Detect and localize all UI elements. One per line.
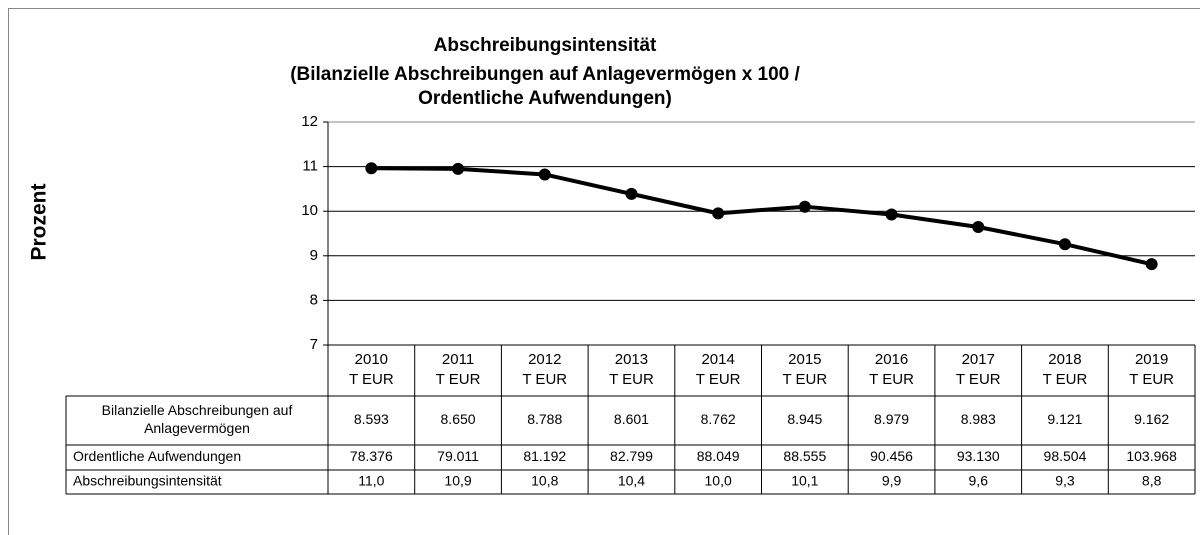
marker [885, 208, 898, 221]
x-tick-label: 2011 [442, 351, 474, 368]
table-cell: 82.799 [610, 448, 653, 464]
table-cell: 8.650 [441, 411, 476, 427]
unit-label: T EUR [696, 371, 741, 388]
x-tick-label: 2017 [962, 351, 995, 368]
unit-label: T EUR [782, 371, 827, 388]
marker [452, 162, 465, 175]
value-label: 9,3 [1055, 473, 1075, 489]
table-cell: 88.049 [697, 448, 740, 464]
marker [972, 220, 985, 233]
table-cell: 9.162 [1134, 411, 1169, 427]
marker [538, 168, 551, 181]
table-cell: 93.130 [957, 448, 1000, 464]
chart-title: (Bilanzielle Abschreibungen auf Anlageve… [290, 64, 800, 85]
table-cell: 78.376 [350, 448, 393, 464]
table-cell: 98.504 [1044, 448, 1087, 464]
unit-label: T EUR [956, 371, 1001, 388]
value-label: 9,9 [882, 473, 902, 489]
table-cell: 8.945 [787, 411, 822, 427]
unit-label: T EUR [869, 371, 914, 388]
table-cell: 81.192 [523, 448, 566, 464]
marker [1058, 238, 1071, 251]
value-label: 10,4 [618, 473, 645, 489]
frame [8, 8, 1200, 535]
x-tick-label: 2018 [1048, 351, 1081, 368]
marker [798, 200, 811, 213]
marker [712, 207, 725, 220]
y-axis-label: Prozent [28, 183, 51, 260]
line [371, 166, 1153, 267]
table-cell: 8.762 [701, 411, 736, 427]
x-tick-label: 2012 [528, 351, 561, 368]
table-cell: 88.555 [783, 448, 826, 464]
y-tick-label: 11 [302, 158, 318, 175]
x-tick-label: 2013 [615, 351, 648, 368]
y-tick-label: 9 [310, 247, 318, 264]
y-tick-label: 12 [301, 113, 318, 130]
value-label: 10,8 [531, 473, 558, 489]
chart-title: Ordentliche Aufwendungen) [418, 88, 672, 109]
value-label: 10,9 [444, 473, 471, 489]
table-cell: 79.011 [437, 448, 479, 464]
row-label: Bilanzielle Abschreibungen auf [102, 402, 293, 418]
row-label: Abschreibungsintensität [73, 473, 222, 489]
table-cell: 8.983 [961, 411, 996, 427]
table-cell: 8.593 [354, 411, 389, 427]
value-label: 10,1 [791, 473, 818, 489]
unit-label: T EUR [1129, 371, 1174, 388]
table-cell: 90.456 [870, 448, 913, 464]
unit-label: T EUR [436, 371, 481, 388]
table-cell: 8.601 [614, 411, 649, 427]
table-cell: 8.979 [874, 411, 909, 427]
marker [1145, 258, 1158, 271]
x-tick-label: 2019 [1135, 351, 1168, 368]
value-label: 9,6 [969, 473, 989, 489]
x-tick-label: 2014 [701, 351, 734, 368]
value-label: 11,0 [358, 473, 384, 489]
x-tick-label: 2016 [875, 351, 908, 368]
x-tick-label: 2015 [788, 351, 821, 368]
marker [625, 187, 638, 200]
value-label: 8,8 [1142, 473, 1162, 489]
table-cell: 8.788 [527, 411, 562, 427]
unit-label: T EUR [609, 371, 654, 388]
chart-title: Abschreibungsintensität [434, 35, 657, 56]
unit-label: T EUR [522, 371, 567, 388]
value-label: 10,0 [705, 473, 732, 489]
row-label: Anlagevermögen [144, 420, 250, 436]
y-tick-label: 7 [310, 336, 318, 353]
y-tick-label: 8 [310, 291, 318, 308]
x-tick-label: 2010 [355, 351, 388, 368]
unit-label: T EUR [1043, 371, 1088, 388]
marker [365, 162, 378, 175]
table-cell: 103.968 [1126, 448, 1177, 464]
y-tick-label: 10 [301, 202, 318, 219]
row-label: Ordentliche Aufwendungen [73, 448, 241, 464]
table-cell: 9.121 [1047, 411, 1082, 427]
unit-label: T EUR [349, 371, 394, 388]
